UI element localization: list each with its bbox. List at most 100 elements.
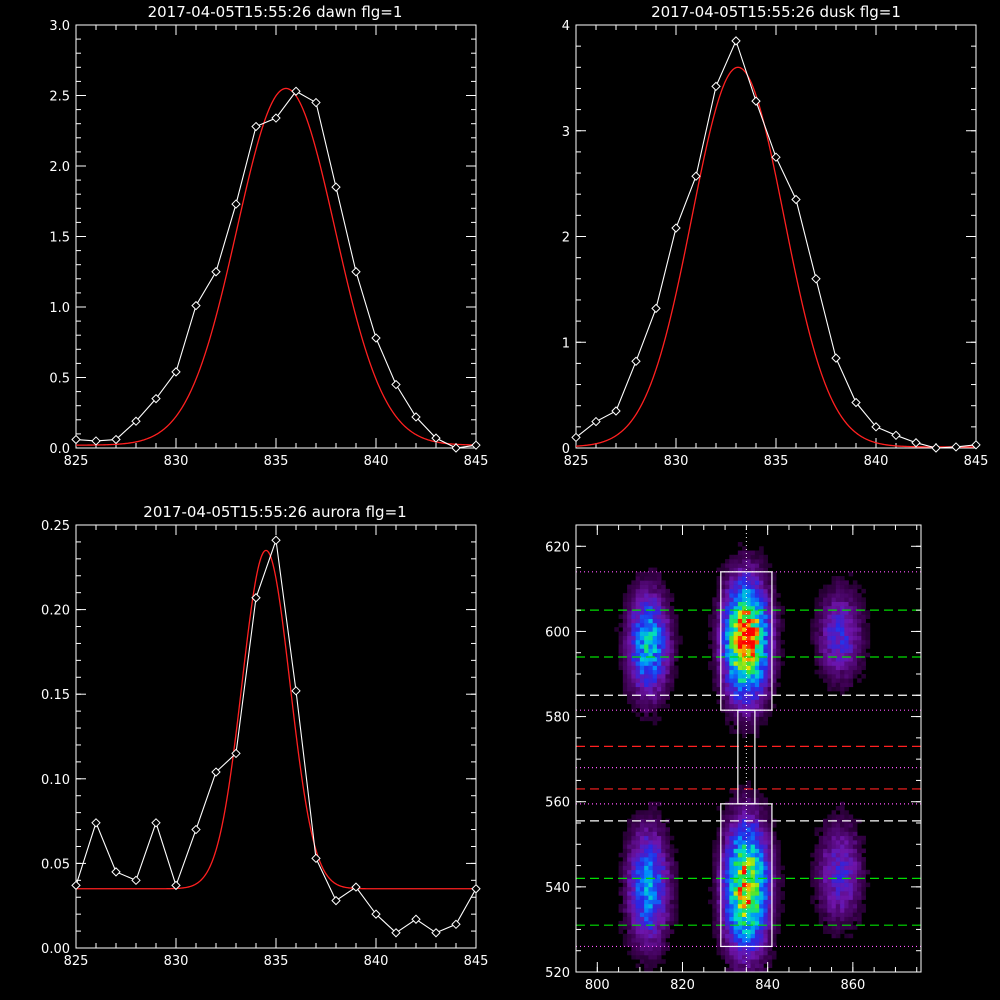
heatmap-cell bbox=[639, 635, 645, 641]
heatmap-cell bbox=[737, 644, 743, 649]
heatmap-cell bbox=[729, 686, 734, 692]
heatmap-cell bbox=[823, 886, 828, 892]
heatmap-cell bbox=[644, 644, 649, 649]
heatmap-cell bbox=[639, 708, 645, 713]
heatmap-cell bbox=[648, 639, 653, 645]
heatmap-cell bbox=[818, 840, 824, 845]
heatmap-cell bbox=[857, 652, 862, 658]
heatmap-cell bbox=[733, 852, 739, 858]
heatmap-cell bbox=[635, 848, 641, 854]
heatmap-cell bbox=[861, 908, 866, 913]
heatmap-cell bbox=[835, 933, 841, 939]
heatmap-cell bbox=[763, 908, 768, 913]
heatmap-cell bbox=[720, 891, 726, 896]
heatmap-cell bbox=[823, 588, 828, 594]
heatmap-cell bbox=[622, 891, 628, 896]
heatmap-cell bbox=[771, 844, 777, 849]
heatmap-cell bbox=[627, 882, 632, 888]
heatmap-cell bbox=[818, 656, 824, 662]
heatmap-cell bbox=[823, 639, 828, 645]
heatmap-cell bbox=[742, 891, 747, 896]
heatmap-cell bbox=[754, 891, 760, 896]
heatmap-cell bbox=[652, 878, 658, 883]
heatmap-cell bbox=[644, 946, 649, 952]
heatmap-cell bbox=[742, 929, 747, 934]
heatmap-cell bbox=[827, 652, 832, 658]
heatmap-cell bbox=[767, 920, 773, 926]
heatmap-cell bbox=[759, 597, 764, 602]
heatmap-cell bbox=[840, 674, 845, 679]
heatmap-cell bbox=[857, 852, 862, 858]
heatmap-cell bbox=[763, 950, 768, 956]
heatmap-cell bbox=[737, 874, 743, 879]
heatmap-cell bbox=[725, 874, 730, 879]
heatmap-cell bbox=[644, 865, 649, 871]
heatmap-cell bbox=[720, 886, 726, 892]
heatmap-cell bbox=[622, 916, 628, 922]
heatmap-cell bbox=[639, 869, 645, 875]
heatmap-cell bbox=[652, 656, 658, 662]
heatmap-cell bbox=[669, 652, 675, 658]
heatmap-cell bbox=[754, 874, 760, 879]
heatmap-cell bbox=[652, 597, 658, 602]
heatmap-cell bbox=[635, 916, 641, 922]
heatmap-cell bbox=[754, 865, 760, 871]
heatmap-cell bbox=[716, 878, 722, 883]
heatmap-cell bbox=[754, 588, 760, 594]
heatmap-cell bbox=[639, 669, 645, 675]
heatmap-cell bbox=[750, 840, 756, 845]
heatmap-cell bbox=[720, 567, 726, 573]
heatmap-cell bbox=[673, 614, 679, 619]
heatmap-cell bbox=[776, 635, 781, 641]
heatmap-cell bbox=[746, 639, 751, 645]
heatmap-cell bbox=[763, 674, 768, 679]
heatmap-cell bbox=[767, 878, 773, 883]
heatmap-cell bbox=[733, 648, 739, 654]
heatmap-cell bbox=[627, 840, 632, 845]
heatmap-cell bbox=[852, 840, 858, 845]
heatmap-cell bbox=[733, 861, 739, 866]
heatmap-cell bbox=[639, 946, 645, 952]
heatmap-cell bbox=[861, 656, 866, 662]
heatmap-cell bbox=[852, 661, 858, 666]
heatmap-cell bbox=[742, 648, 747, 654]
heatmap-cell bbox=[725, 814, 730, 820]
heatmap-cell bbox=[835, 656, 841, 662]
heatmap-cell bbox=[771, 899, 777, 905]
heatmap-cell bbox=[861, 886, 866, 892]
heatmap-cell bbox=[665, 691, 670, 696]
heatmap-cell bbox=[733, 571, 739, 577]
heatmap-cell bbox=[771, 618, 777, 624]
heatmap-cell bbox=[771, 852, 777, 858]
heatmap-cell bbox=[759, 584, 764, 590]
heatmap-cell bbox=[767, 814, 773, 820]
heatmap-cell bbox=[746, 729, 751, 734]
heatmap-cell bbox=[644, 618, 649, 624]
heatmap-cell bbox=[631, 912, 636, 917]
heatmap-cell bbox=[754, 622, 760, 628]
heatmap-cell bbox=[627, 916, 632, 922]
heatmap-cell bbox=[771, 954, 777, 960]
heatmap-cell bbox=[635, 908, 641, 913]
heatmap-cell bbox=[729, 882, 734, 888]
heatmap-cell bbox=[754, 852, 760, 858]
heatmap-cell bbox=[644, 708, 649, 713]
heatmap-cell bbox=[759, 823, 764, 828]
heatmap-cell bbox=[661, 580, 666, 585]
heatmap-cell bbox=[712, 899, 717, 905]
heatmap-cell bbox=[622, 933, 628, 939]
data-point bbox=[111, 867, 121, 877]
heatmap-cell bbox=[656, 959, 662, 964]
heatmap-cell bbox=[733, 580, 739, 585]
plot-frame bbox=[575, 24, 977, 449]
data-point bbox=[71, 434, 81, 445]
heatmap-cell bbox=[818, 669, 824, 675]
heatmap-cell bbox=[737, 797, 743, 803]
heatmap-cell bbox=[661, 835, 666, 841]
heatmap-cell bbox=[661, 635, 666, 641]
heatmap-cell bbox=[827, 920, 832, 926]
heatmap-cell bbox=[669, 874, 675, 879]
heatmap-cell bbox=[733, 844, 739, 849]
heatmap-cell bbox=[750, 729, 756, 734]
heatmap-cell bbox=[767, 891, 773, 896]
